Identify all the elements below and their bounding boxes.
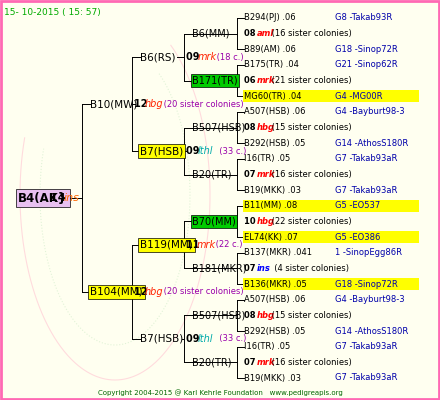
Text: mrk: mrk xyxy=(257,76,275,85)
Text: ins: ins xyxy=(64,193,80,203)
Text: (22 c.): (22 c.) xyxy=(213,240,242,250)
Text: (15 sister colonies): (15 sister colonies) xyxy=(269,311,352,320)
Text: G4 -Bayburt98-3: G4 -Bayburt98-3 xyxy=(335,108,405,116)
Text: hbg: hbg xyxy=(257,123,275,132)
Text: 10: 10 xyxy=(244,217,259,226)
Text: (16 sister colonies): (16 sister colonies) xyxy=(269,170,352,179)
Text: B294(PJ) .06: B294(PJ) .06 xyxy=(244,14,296,22)
Text: B6(RS): B6(RS) xyxy=(140,52,176,62)
FancyBboxPatch shape xyxy=(243,90,419,102)
Text: 14: 14 xyxy=(50,193,70,203)
Text: (22 sister colonies): (22 sister colonies) xyxy=(269,217,352,226)
Text: (20 sister colonies): (20 sister colonies) xyxy=(161,100,244,108)
Text: B181(MKR): B181(MKR) xyxy=(192,264,246,274)
Text: (4 sister colonies): (4 sister colonies) xyxy=(269,264,349,273)
Text: B6(MM): B6(MM) xyxy=(192,29,230,39)
Text: G18 -Sinop72R: G18 -Sinop72R xyxy=(335,280,398,288)
Text: 08: 08 xyxy=(244,311,258,320)
Text: 07: 07 xyxy=(244,170,258,179)
FancyBboxPatch shape xyxy=(243,231,419,243)
Text: B136(MKR) .05: B136(MKR) .05 xyxy=(244,280,307,288)
Text: B89(AM) .06: B89(AM) .06 xyxy=(244,45,296,54)
Text: G21 -Sinop62R: G21 -Sinop62R xyxy=(335,60,398,70)
Text: B10(MW): B10(MW) xyxy=(90,99,137,109)
Text: B137(MKR) .041: B137(MKR) .041 xyxy=(244,248,312,257)
Text: B4(AK}: B4(AK} xyxy=(18,192,67,204)
Text: B104(MM): B104(MM) xyxy=(90,287,143,297)
Text: 06: 06 xyxy=(244,76,259,85)
Text: hbg: hbg xyxy=(257,311,275,320)
Text: (21 sister colonies): (21 sister colonies) xyxy=(269,76,352,85)
Text: B20(TR): B20(TR) xyxy=(192,357,231,367)
Text: A507(HSB) .06: A507(HSB) .06 xyxy=(244,295,305,304)
Text: B292(HSB) .05: B292(HSB) .05 xyxy=(244,139,305,148)
Text: B119(MM): B119(MM) xyxy=(140,240,193,250)
Text: mrk: mrk xyxy=(257,170,275,179)
Text: (15 sister colonies): (15 sister colonies) xyxy=(269,123,352,132)
Text: B292(HSB) .05: B292(HSB) .05 xyxy=(244,326,305,336)
Text: G5 -EO537: G5 -EO537 xyxy=(335,201,380,210)
Text: (20 sister colonies): (20 sister colonies) xyxy=(161,288,244,296)
Text: 07: 07 xyxy=(244,264,258,273)
Text: MG60(TR) .04: MG60(TR) .04 xyxy=(244,92,301,101)
Text: B507(HSB): B507(HSB) xyxy=(192,122,245,132)
Text: (33 c.): (33 c.) xyxy=(214,146,246,156)
FancyBboxPatch shape xyxy=(243,278,419,290)
Text: aml: aml xyxy=(257,29,274,38)
Text: 15- 10-2015 ( 15: 57): 15- 10-2015 ( 15: 57) xyxy=(4,8,101,17)
Text: B7(HSB): B7(HSB) xyxy=(140,334,183,344)
Text: G8 -Takab93R: G8 -Takab93R xyxy=(335,14,392,22)
Text: B171(TR): B171(TR) xyxy=(192,76,238,86)
Text: (16 sister colonies): (16 sister colonies) xyxy=(269,358,352,367)
Text: 11: 11 xyxy=(186,240,203,250)
Text: G7 -Takab93aR: G7 -Takab93aR xyxy=(335,186,397,195)
Text: lthl: lthl xyxy=(198,334,213,344)
Text: A507(HSB) .06: A507(HSB) .06 xyxy=(244,108,305,116)
Text: (33 c.): (33 c.) xyxy=(214,334,246,343)
Text: 09: 09 xyxy=(186,52,203,62)
Text: 07: 07 xyxy=(244,358,258,367)
Text: B19(MKK) .03: B19(MKK) .03 xyxy=(244,186,301,195)
Text: 08: 08 xyxy=(244,123,258,132)
Text: G7 -Takab93aR: G7 -Takab93aR xyxy=(335,374,397,382)
Text: mrk: mrk xyxy=(197,240,216,250)
Text: 12: 12 xyxy=(134,287,151,297)
Text: G4 -MG00R: G4 -MG00R xyxy=(335,92,382,101)
Text: mrk: mrk xyxy=(257,358,275,367)
Text: G7 -Takab93aR: G7 -Takab93aR xyxy=(335,154,397,163)
Text: (16 sister colonies): (16 sister colonies) xyxy=(269,29,352,38)
Text: 1 -SinopEgg86R: 1 -SinopEgg86R xyxy=(335,248,402,257)
Text: B11(MM) .08: B11(MM) .08 xyxy=(244,201,297,210)
Text: (18 c.): (18 c.) xyxy=(214,53,244,62)
Text: G4 -Bayburt98-3: G4 -Bayburt98-3 xyxy=(335,295,405,304)
Text: hbg: hbg xyxy=(257,217,275,226)
Text: hbg: hbg xyxy=(145,99,164,109)
Text: G14 -AthosS180R: G14 -AthosS180R xyxy=(335,326,408,336)
Text: 09: 09 xyxy=(186,334,203,344)
Text: B7(HSB): B7(HSB) xyxy=(140,146,183,156)
Text: B19(MKK) .03: B19(MKK) .03 xyxy=(244,374,301,382)
Text: 08: 08 xyxy=(244,29,258,38)
Text: EL74(KK) .07: EL74(KK) .07 xyxy=(244,233,298,242)
Text: I16(TR) .05: I16(TR) .05 xyxy=(244,342,290,351)
Text: hbg: hbg xyxy=(145,287,164,297)
Text: B175(TR) .04: B175(TR) .04 xyxy=(244,60,299,70)
Text: lthl: lthl xyxy=(198,146,213,156)
Text: mrk: mrk xyxy=(198,52,217,62)
Text: B70(MM): B70(MM) xyxy=(192,216,236,226)
Text: B20(TR): B20(TR) xyxy=(192,170,231,180)
FancyBboxPatch shape xyxy=(243,200,419,212)
Text: ins: ins xyxy=(257,264,271,273)
Text: G7 -Takab93aR: G7 -Takab93aR xyxy=(335,342,397,351)
Text: G18 -Sinop72R: G18 -Sinop72R xyxy=(335,45,398,54)
Text: G5 -EO386: G5 -EO386 xyxy=(335,233,380,242)
Text: B507(HSB): B507(HSB) xyxy=(192,310,245,320)
Text: I16(TR) .05: I16(TR) .05 xyxy=(244,154,290,163)
Text: Copyright 2004-2015 @ Karl Kehrle Foundation   www.pedigreapis.org: Copyright 2004-2015 @ Karl Kehrle Founda… xyxy=(98,389,342,396)
Text: 09: 09 xyxy=(186,146,203,156)
Text: G14 -AthosS180R: G14 -AthosS180R xyxy=(335,139,408,148)
Text: 12: 12 xyxy=(134,99,151,109)
